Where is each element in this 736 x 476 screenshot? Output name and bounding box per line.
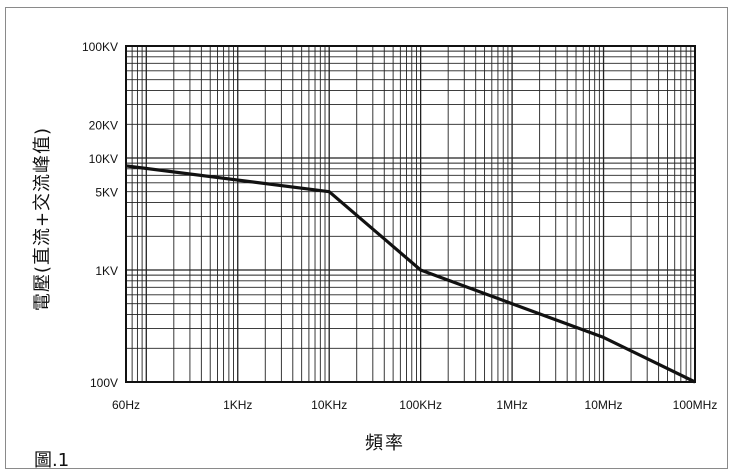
figure-caption: 圖.1 [34,450,69,471]
plot-area-border [125,45,696,383]
grid [125,45,696,383]
y-tick-label: 100V [90,376,118,390]
x-tick-label: 1MHz [496,398,527,412]
x-tick-label: 100MHz [673,398,718,412]
y-tick-label: 10KV [89,152,118,166]
series-line [125,164,696,384]
x-tick-label: 100KHz [399,398,442,412]
series-layer [125,164,696,384]
y-tick-label: 1KV [95,264,118,278]
tick-labels: 60Hz 1KHz 10KHz 100KHz 1MHz 10MHz 100MHz 100V 1K… [82,40,717,412]
x-tick-label: 10MHz [585,398,623,412]
x-tick-label: 60Hz [112,398,140,412]
y-tick-label: 5KV [95,186,118,200]
axes [125,45,696,383]
x-axis-label: 頻率 [365,433,405,454]
x-tick-label: 10KHz [311,398,347,412]
y-tick-label: 20KV [89,118,118,132]
y-tick-label: 100KV [82,40,118,54]
y-axis-label: 電壓(直流+交流峰值) [32,127,53,311]
x-tick-label: 1KHz [223,398,252,412]
